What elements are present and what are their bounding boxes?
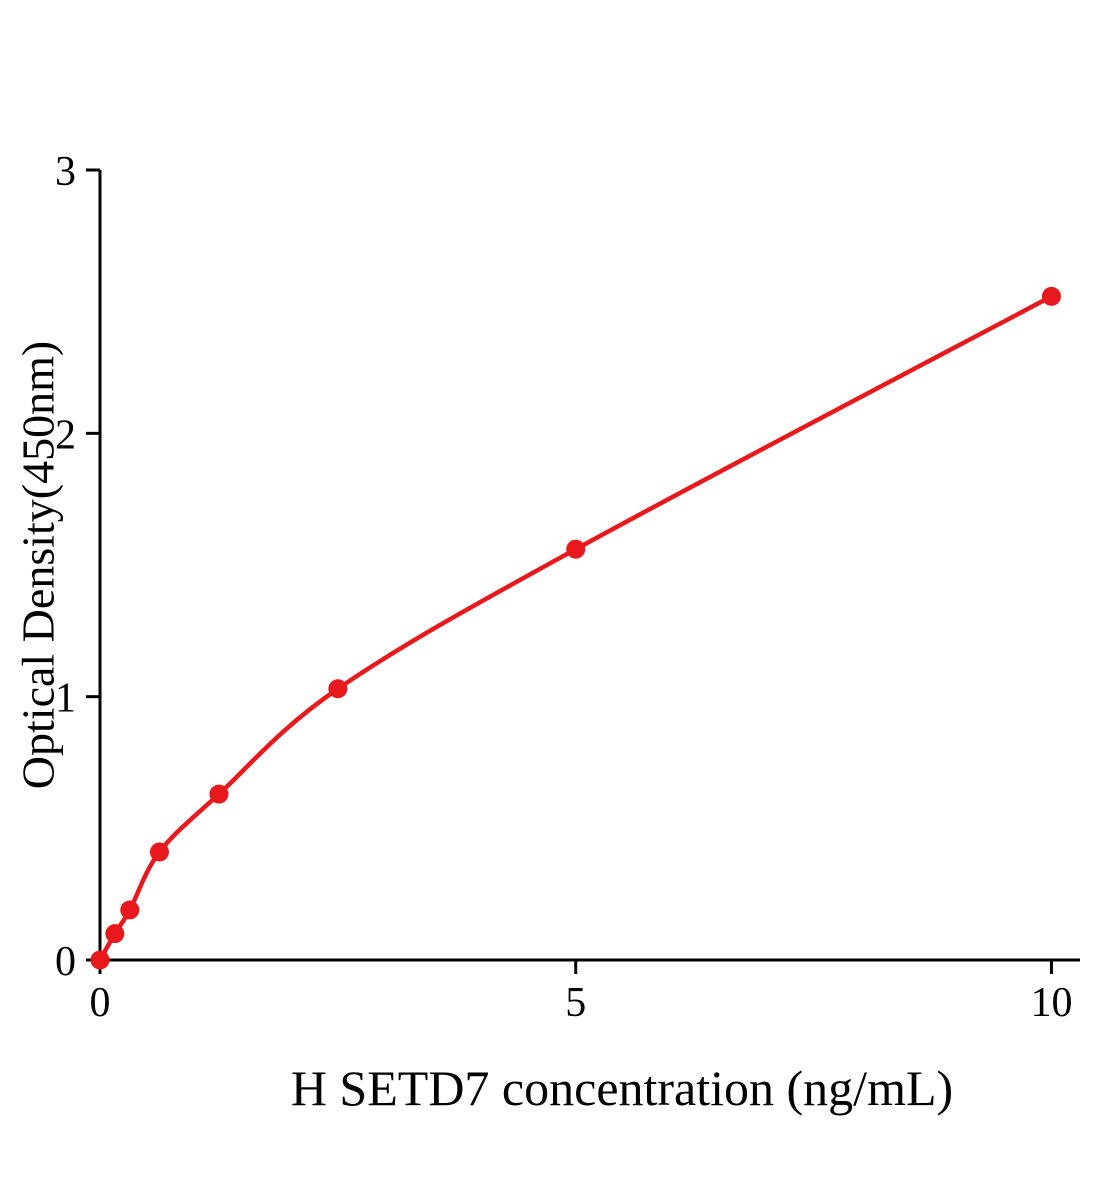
x-tick-label: 10 bbox=[1030, 980, 1072, 1026]
x-tick-label: 0 bbox=[90, 980, 111, 1026]
y-axis-title: Optical Density(450nm) bbox=[12, 340, 64, 790]
x-tick-label: 5 bbox=[565, 980, 586, 1026]
data-point bbox=[566, 539, 586, 559]
data-point bbox=[120, 900, 140, 920]
y-tick-label: 2 bbox=[55, 412, 76, 458]
y-tick-label: 0 bbox=[55, 939, 76, 985]
y-tick-label: 1 bbox=[55, 676, 76, 722]
data-point bbox=[149, 842, 169, 862]
fit-curve bbox=[97, 294, 1054, 963]
data-point bbox=[1041, 286, 1061, 306]
y-tick-label: 3 bbox=[55, 149, 76, 195]
x-axis-title: H SETD7 concentration (ng/mL) bbox=[290, 1060, 954, 1116]
data-point bbox=[90, 950, 110, 970]
data-point bbox=[209, 784, 229, 804]
data-point bbox=[105, 924, 125, 944]
data-point bbox=[328, 679, 348, 699]
